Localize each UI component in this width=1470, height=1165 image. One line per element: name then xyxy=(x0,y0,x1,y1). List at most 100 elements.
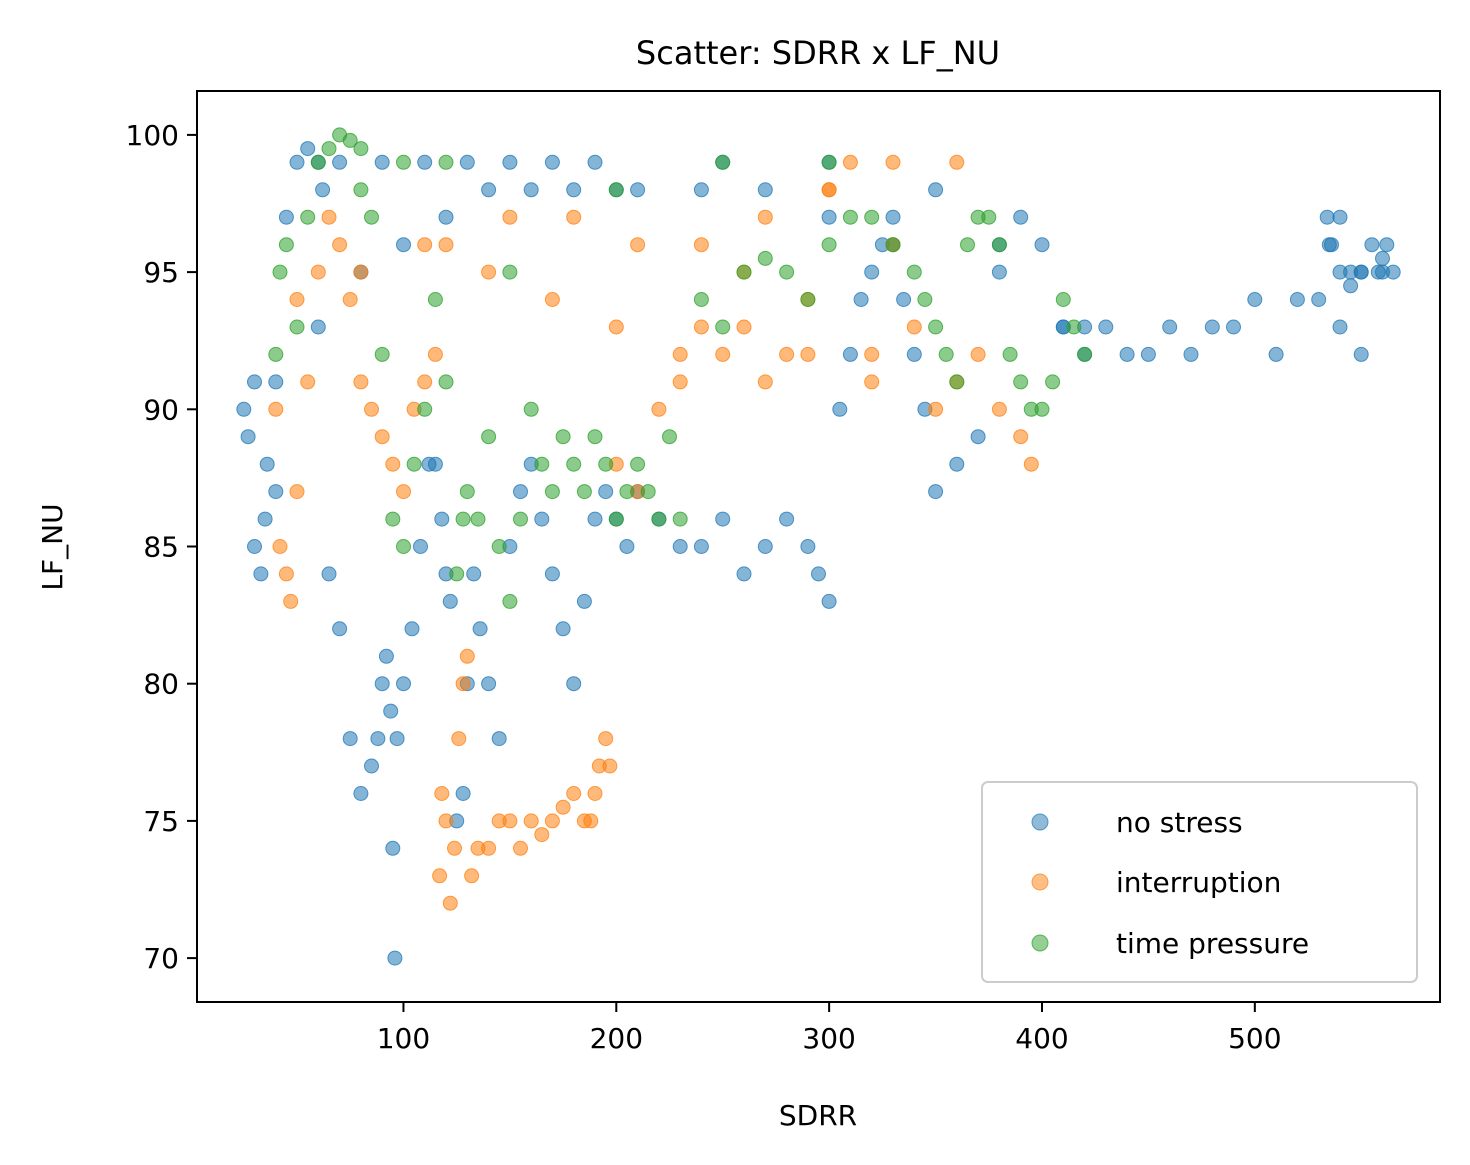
data-point xyxy=(1268,346,1284,362)
data-point xyxy=(432,868,448,884)
data-point xyxy=(268,401,284,417)
data-point xyxy=(427,292,443,307)
data-point xyxy=(651,401,667,417)
data-point xyxy=(396,237,411,253)
data-point xyxy=(332,237,348,253)
data-point xyxy=(455,786,471,801)
y-tick-label: 70 xyxy=(143,942,179,975)
data-point xyxy=(434,786,450,801)
data-point xyxy=(544,813,560,829)
data-point xyxy=(310,154,326,170)
data-point xyxy=(1140,346,1156,362)
data-point xyxy=(353,182,369,198)
data-point xyxy=(300,209,316,225)
data-point xyxy=(1162,319,1178,335)
data-point xyxy=(481,264,497,280)
data-point xyxy=(1385,264,1401,280)
data-point xyxy=(247,539,262,554)
legend-label-time-pressure: time pressure xyxy=(1116,927,1309,960)
data-point xyxy=(387,950,403,966)
data-point xyxy=(1324,237,1339,253)
data-point xyxy=(438,209,454,225)
data-point xyxy=(630,182,646,198)
data-point xyxy=(1055,292,1071,307)
data-point xyxy=(715,511,731,527)
data-point xyxy=(1364,237,1380,253)
data-point xyxy=(981,209,997,225)
data-point xyxy=(960,237,975,253)
data-point xyxy=(991,264,1007,280)
data-point xyxy=(370,731,386,747)
data-point xyxy=(1375,250,1390,266)
data-point xyxy=(481,182,497,198)
data-point xyxy=(757,374,773,390)
data-point xyxy=(353,264,369,280)
data-point xyxy=(396,154,411,170)
data-point xyxy=(821,237,837,253)
data-point xyxy=(544,154,560,170)
data-point xyxy=(438,237,454,253)
data-point xyxy=(268,484,284,500)
data-point xyxy=(800,292,816,307)
data-point xyxy=(466,566,482,582)
data-point xyxy=(310,264,326,280)
data-point xyxy=(949,374,965,390)
data-point xyxy=(289,154,305,170)
data-point xyxy=(1045,374,1061,390)
data-point xyxy=(864,346,880,362)
data-point xyxy=(342,132,358,148)
data-point xyxy=(374,429,390,445)
data-point xyxy=(364,401,379,417)
data-point xyxy=(434,511,450,527)
data-point xyxy=(1013,209,1029,225)
data-point xyxy=(278,237,294,253)
data-point xyxy=(832,401,848,417)
data-point xyxy=(447,840,462,856)
data-point xyxy=(1034,401,1050,417)
data-point xyxy=(513,511,528,527)
data-point xyxy=(396,484,411,500)
data-point xyxy=(289,292,305,307)
data-point xyxy=(321,209,337,225)
data-point xyxy=(1379,237,1395,253)
data-point xyxy=(928,484,944,500)
data-point xyxy=(906,264,922,280)
data-point xyxy=(523,813,539,829)
data-point xyxy=(608,319,624,335)
data-point xyxy=(608,182,624,198)
data-point xyxy=(459,154,475,170)
data-point xyxy=(404,621,420,637)
legend-box xyxy=(981,781,1418,983)
data-point xyxy=(342,731,358,747)
data-point xyxy=(555,429,571,445)
data-point xyxy=(1098,319,1114,335)
data-point xyxy=(619,484,635,500)
y-tick-label: 100 xyxy=(126,119,179,152)
data-point xyxy=(315,182,331,198)
data-point xyxy=(321,566,337,582)
data-point xyxy=(885,209,901,225)
data-point xyxy=(502,813,518,829)
data-point xyxy=(417,401,433,417)
data-point xyxy=(491,731,507,747)
data-point xyxy=(272,539,288,554)
data-point xyxy=(481,840,497,856)
data-point xyxy=(1353,264,1369,280)
data-point xyxy=(268,346,284,362)
data-point xyxy=(864,264,880,280)
data-point xyxy=(598,484,614,500)
data-point xyxy=(259,456,275,472)
data-point xyxy=(991,237,1007,253)
data-point xyxy=(800,539,816,554)
data-point xyxy=(821,154,837,170)
data-point xyxy=(949,456,965,472)
data-point xyxy=(811,566,826,582)
data-point xyxy=(502,154,518,170)
y-axis-label: LF_NU xyxy=(36,503,69,590)
data-point xyxy=(736,566,752,582)
data-point xyxy=(587,786,603,801)
data-point xyxy=(247,374,262,390)
data-point xyxy=(283,593,299,609)
data-point xyxy=(481,429,497,445)
data-point xyxy=(821,209,837,225)
